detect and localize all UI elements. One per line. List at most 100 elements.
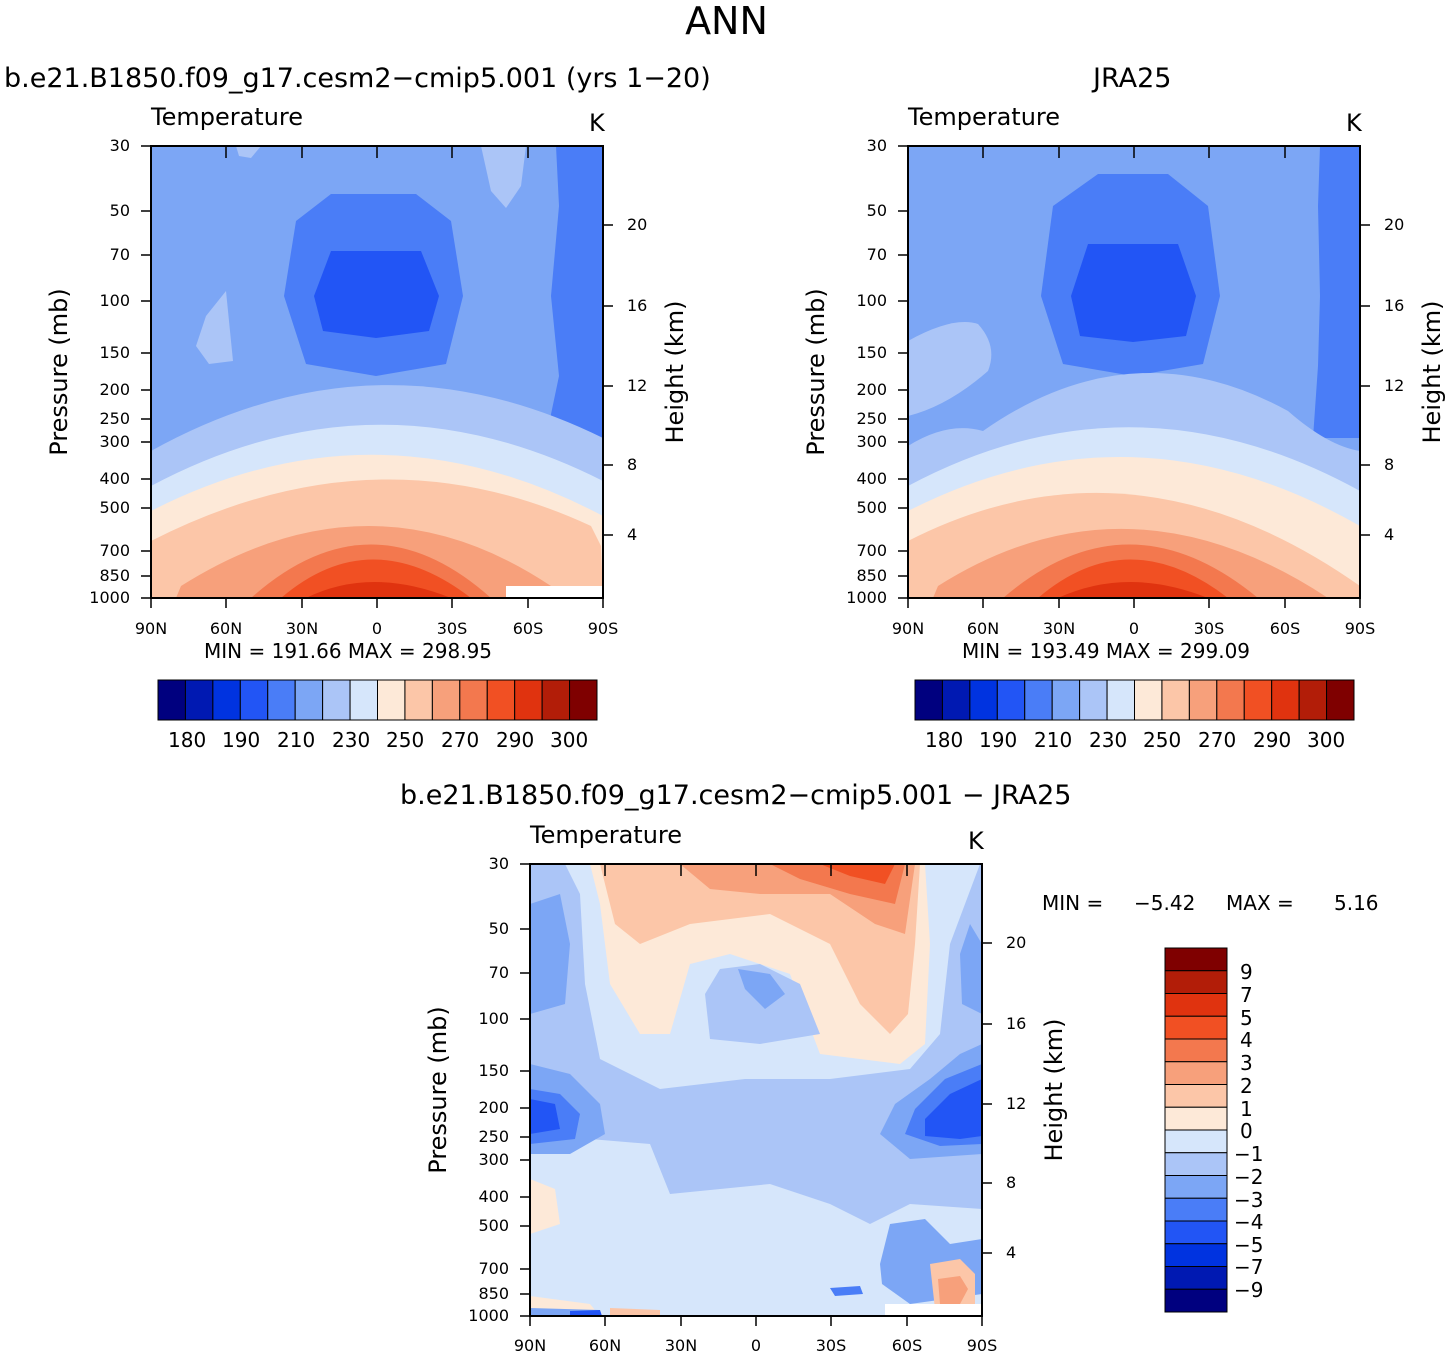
colorbar-swatch (1164, 1061, 1228, 1085)
obs-height-tick: 12 (1384, 376, 1405, 395)
diff-height-tick: 4 (1006, 1243, 1017, 1262)
diff-height-tick: 20 (1006, 933, 1027, 952)
obs-xtick: 60N (966, 619, 1000, 638)
diff-band-trop-cooler (738, 969, 785, 1009)
colorbar-swatch (349, 679, 378, 721)
colorbar-swatch (569, 679, 598, 721)
colorbar-swatch (1079, 679, 1108, 721)
model-ytick: 200 (99, 380, 130, 399)
diff-colorbar-label: −7 (1234, 1255, 1264, 1279)
model-height-tick: 20 (627, 215, 648, 234)
diff-axis-ticks (520, 863, 992, 1326)
diff-units-label: K (968, 827, 984, 855)
diff-ytick: 150 (478, 1061, 509, 1080)
obs-ytick: 400 (856, 469, 887, 488)
diff-colorbar-label: 7 (1240, 983, 1253, 1007)
colorbar-swatch (541, 679, 571, 721)
model-units-label: K (589, 109, 605, 137)
colorbar-swatch (486, 679, 516, 721)
colorbar-swatch (1216, 679, 1245, 721)
colorbar-swatch (404, 679, 433, 721)
obs-xtick: 90N (891, 619, 925, 638)
colorbar-swatch (1106, 679, 1135, 721)
obs-colorbar-label: 290 (1253, 728, 1292, 752)
diff-ytick: 400 (478, 1187, 509, 1206)
colorbar-swatch (1164, 1243, 1228, 1267)
diff-colorbar-label: 9 (1240, 960, 1253, 984)
colorbar-swatch (1164, 1084, 1228, 1108)
colorbar-swatch (377, 679, 406, 721)
obs-ytick: 30 (866, 136, 887, 155)
model-band-missing (506, 586, 603, 598)
diff-ytick: 1000 (468, 1306, 509, 1325)
obs-ytick: 150 (856, 343, 887, 362)
obs-xtick: 90S (1344, 619, 1376, 638)
model-ytick: 850 (99, 566, 130, 585)
colorbar-swatch (459, 679, 488, 721)
diff-ytick: 250 (478, 1127, 509, 1146)
diff-subtitle: b.e21.B1850.f09_g17.cesm2−cmip5.001 − JR… (400, 780, 1072, 811)
diff-ytick: 850 (478, 1284, 509, 1303)
obs-contour-plot (907, 145, 1361, 599)
diff-band-upper-warm2 (600, 864, 920, 1034)
model-colorbar-label: 270 (441, 728, 480, 752)
colorbar-swatch (1164, 1152, 1228, 1176)
obs-height-tick: 16 (1384, 296, 1405, 315)
obs-band-trop-coldest (1071, 244, 1196, 342)
diff-ytick: 30 (488, 854, 509, 873)
diff-xtick: 60N (588, 1336, 622, 1355)
obs-ytick: 500 (856, 498, 887, 517)
model-ytick: 700 (99, 541, 130, 560)
obs-ylabel: Pressure (mb) (802, 288, 830, 456)
model-height-tick: 12 (627, 376, 648, 395)
obs-colorbar-label: 230 (1089, 728, 1128, 752)
model-colorbar (157, 679, 598, 721)
diff-variable-label: Temperature (530, 821, 683, 849)
model-axis-ticks (141, 145, 613, 608)
colorbar-swatch (1326, 679, 1355, 721)
diff-ytick: 50 (488, 919, 509, 938)
diff-xtick: 30N (664, 1336, 698, 1355)
obs-colorbar-label: 180 (925, 728, 964, 752)
model-height-tick: 4 (627, 525, 638, 544)
colorbar-swatch (267, 679, 296, 721)
diff-ytick: 200 (478, 1098, 509, 1117)
obs-colorbar-label: 250 (1143, 728, 1182, 752)
obs-colorbar-label: 190 (979, 728, 1018, 752)
colorbar-swatch (1164, 1197, 1228, 1222)
obs-ytick: 850 (856, 566, 887, 585)
obs-ytick: 50 (866, 201, 887, 220)
colorbar-swatch (1134, 679, 1163, 721)
colorbar-swatch (1164, 993, 1228, 1017)
model-ylabel-right: Height (km) (661, 300, 689, 444)
model-ytick: 150 (99, 343, 130, 362)
model-ytick: 50 (109, 201, 130, 220)
colorbar-swatch (157, 679, 186, 721)
model-band-290 (281, 559, 471, 598)
model-contour-plot (150, 145, 604, 599)
diff-colorbar-label: 0 (1240, 1119, 1253, 1143)
model-xtick: 90N (134, 619, 168, 638)
model-height-tick: 16 (627, 296, 648, 315)
obs-band-midlat-light (908, 322, 992, 416)
obs-xtick: 0 (1128, 619, 1140, 638)
model-band-midlat-light (196, 291, 233, 364)
obs-colorbar-label: 300 (1307, 728, 1346, 752)
diff-max-label: MAX = (1226, 891, 1294, 915)
obs-units-label: K (1346, 109, 1362, 137)
obs-ytick: 200 (856, 380, 887, 399)
diff-ylabel-right: Height (km) (1040, 1018, 1068, 1162)
colorbar-swatch (1164, 1220, 1228, 1245)
colorbar-swatch (212, 679, 241, 721)
model-ytick: 30 (109, 136, 130, 155)
diff-band-upper-warm5 (820, 864, 895, 884)
model-colorbar-label: 190 (222, 728, 261, 752)
diff-band-sp-mid3 (925, 1079, 982, 1139)
obs-ytick: 1000 (846, 588, 887, 607)
diff-colorbar-label: 5 (1240, 1006, 1253, 1030)
obs-xtick: 30N (1042, 619, 1076, 638)
colorbar-swatch (1188, 679, 1218, 721)
colorbar-swatch (294, 679, 324, 721)
diff-xtick: 0 (750, 1336, 762, 1355)
model-colorbar-label: 300 (550, 728, 589, 752)
